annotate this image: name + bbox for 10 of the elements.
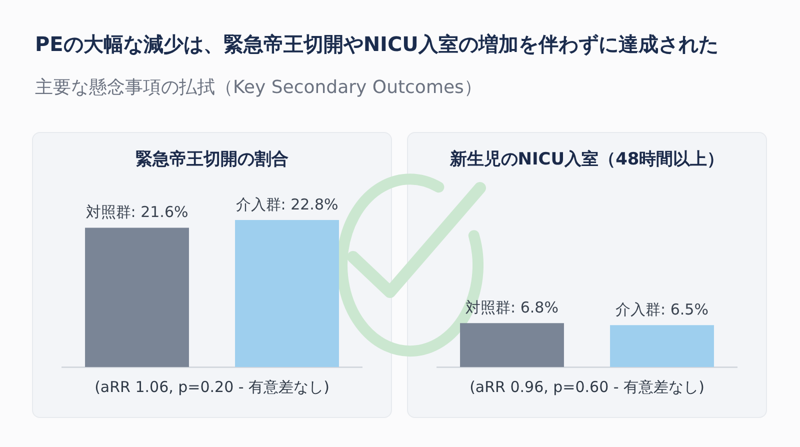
data-label: 介入群: 22.8% [236,195,338,214]
text: (aRR 0.96, p=0.60 - 有意差なし) [470,378,704,396]
text: (aRR 1.06, p=0.20 - 有意差なし) [94,378,330,396]
text: PEの大幅な減少は、緊急帝王切開やNICU入室の増加を伴わずに達成された [35,32,718,57]
chart-title: 緊急帝王切開の割合 [136,150,288,170]
data-label: 介入群: 6.5% [616,300,708,318]
chart-title: 新生児のNICU入室（48時間以上） [448,150,724,170]
text: 主要な懸念事項の払拭（Key Secondary Outcomes） [35,77,483,99]
data-label: 対照群: 21.6% [86,203,188,222]
data-label: 対照群: 6.8% [466,298,558,317]
